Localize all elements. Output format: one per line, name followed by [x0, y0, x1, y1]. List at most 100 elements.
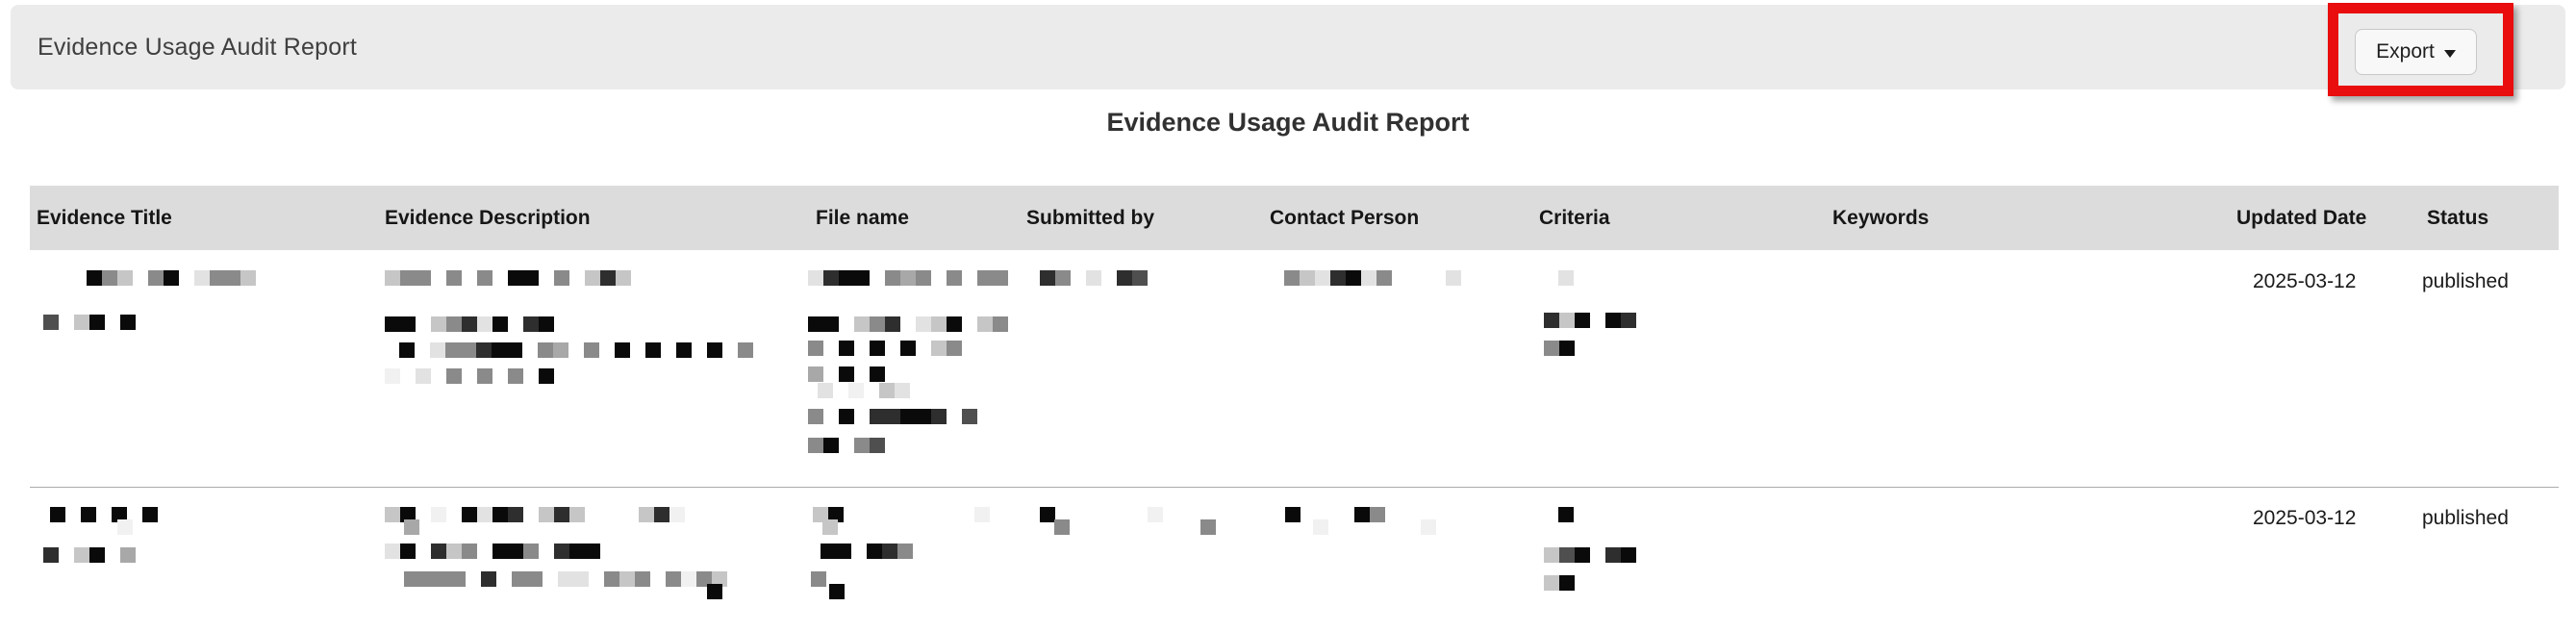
redacted-pixel: [604, 571, 619, 587]
redacted-word: [481, 571, 496, 587]
redacted-word: [977, 270, 1008, 286]
redacted-pixel: [492, 342, 507, 358]
redacted-word: [870, 409, 947, 424]
redacted-pixel: [1040, 270, 1055, 286]
redacted-pixel: [507, 342, 522, 358]
redacted-text-line: [808, 383, 1023, 398]
redacted-word: [81, 507, 96, 522]
redacted-text-line: [1284, 519, 1531, 535]
redacted-pixel: [400, 507, 416, 522]
redacted-word: [1605, 313, 1636, 328]
redacted-pixel: [404, 519, 419, 535]
redaction-gap: [600, 507, 623, 522]
redacted-text-line: [808, 519, 1023, 535]
redacted-pixel: [1559, 341, 1575, 356]
redacted-pixel: [854, 316, 870, 332]
redacted-word: [822, 519, 838, 535]
redacted-word: [512, 571, 543, 587]
redacted-pixel: [1285, 507, 1301, 522]
redacted-pixel: [870, 367, 885, 382]
redacted-pixel: [573, 571, 589, 587]
redacted-pixel: [117, 270, 133, 286]
redaction-gap: [1407, 270, 1430, 286]
cell-status: published: [2410, 251, 2559, 487]
redacted-word: [645, 342, 661, 358]
redacted-word: [142, 507, 158, 522]
redacted-pixel: [1544, 341, 1559, 356]
redacted-text-line: [385, 571, 798, 587]
redacted-word: [854, 316, 900, 332]
redacted-pixel: [854, 270, 870, 286]
redacted-word: [1544, 341, 1575, 356]
redacted-pixel: [1621, 313, 1636, 328]
redacted-pixel: [569, 544, 585, 559]
redacted-pixel: [1330, 270, 1346, 286]
redacted-word: [829, 584, 845, 599]
redacted-pixel: [836, 544, 851, 559]
redacted-pixel: [385, 270, 400, 286]
redacted-pixel: [931, 316, 947, 332]
redacted-pixel: [947, 341, 962, 356]
redacted-pixel: [508, 368, 523, 384]
redacted-pixel: [210, 270, 225, 286]
redacted-word: [539, 368, 554, 384]
redacted-word: [870, 341, 885, 356]
cell-updated-date: 2025-03-12: [2222, 251, 2410, 487]
redacted-word: [707, 342, 722, 358]
redacted-text-line: [1040, 270, 1270, 286]
redacted-pixel: [895, 383, 910, 398]
redacted-pixel: [1315, 270, 1330, 286]
redacted-pixel: [400, 270, 416, 286]
redacted-pixel: [1054, 519, 1070, 535]
redacted-pixel: [1284, 270, 1300, 286]
redacted-word: [615, 342, 630, 358]
redacted-pixel: [848, 383, 864, 398]
redacted-pixel: [829, 584, 845, 599]
redacted-word: [431, 544, 477, 559]
redacted-pixel: [993, 270, 1008, 286]
redacted-pixel: [867, 544, 882, 559]
export-button[interactable]: Export: [2355, 29, 2477, 75]
redacted-word: [1285, 507, 1301, 522]
redacted-word: [1421, 519, 1436, 535]
redacted-pixel: [539, 368, 554, 384]
redacted-pixel: [808, 409, 823, 424]
updated-date-value: 2025-03-12: [2253, 270, 2357, 292]
redacted-word: [430, 342, 522, 358]
redacted-word: [1544, 547, 1590, 563]
redacted-word: [1086, 270, 1101, 286]
redacted-pixel: [808, 316, 823, 332]
redacted-pixel: [508, 270, 523, 286]
redacted-text-line: [385, 507, 798, 522]
redacted-pixel: [450, 571, 466, 587]
redaction-gap: [1344, 519, 1367, 535]
cell-submitted-by: [1023, 488, 1270, 632]
redaction-gap: [1124, 519, 1147, 535]
redacted-pixel: [654, 507, 669, 522]
updated-date-value: 2025-03-12: [2253, 507, 2357, 529]
redacted-pixel: [1354, 507, 1370, 522]
redacted-text-line: [808, 544, 1023, 559]
redacted-pixel: [523, 544, 539, 559]
redacted-pixel: [885, 409, 900, 424]
redacted-pixel: [1361, 270, 1376, 286]
redacted-pixel: [707, 342, 722, 358]
redacted-text-line: [1284, 507, 1531, 522]
redacted-word: [818, 383, 833, 398]
redacted-pixel: [554, 544, 569, 559]
redacted-word: [523, 316, 554, 332]
redacted-pixel: [508, 544, 523, 559]
redacted-pixel: [481, 571, 496, 587]
redacted-word: [1200, 519, 1216, 535]
redacted-pixel: [385, 368, 400, 384]
redacted-pixel: [527, 571, 543, 587]
table-header-row: Evidence Title Evidence Description File n…: [30, 186, 2559, 250]
redacted-pixel: [1544, 575, 1559, 591]
redacted-text-line: [1542, 313, 1818, 328]
redacted-word: [1117, 270, 1148, 286]
redacted-word: [1040, 507, 1055, 522]
redacted-word: [808, 438, 839, 453]
cell-contact-person: [1270, 488, 1531, 632]
redacted-pixel: [1559, 313, 1575, 328]
redacted-text-line: [37, 270, 378, 286]
